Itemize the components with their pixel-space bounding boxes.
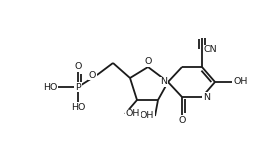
Text: OH: OH bbox=[140, 111, 154, 121]
Text: CN: CN bbox=[204, 45, 218, 55]
Text: O: O bbox=[89, 70, 96, 80]
Text: HO: HO bbox=[71, 103, 85, 112]
Text: N: N bbox=[160, 77, 167, 87]
Text: OH: OH bbox=[126, 110, 140, 118]
Text: O: O bbox=[74, 62, 82, 71]
Text: P: P bbox=[75, 83, 81, 91]
Text: O: O bbox=[178, 116, 186, 125]
Text: N: N bbox=[203, 93, 210, 101]
Text: HO: HO bbox=[43, 83, 57, 91]
Text: O: O bbox=[144, 57, 152, 66]
Text: OH: OH bbox=[234, 77, 248, 87]
